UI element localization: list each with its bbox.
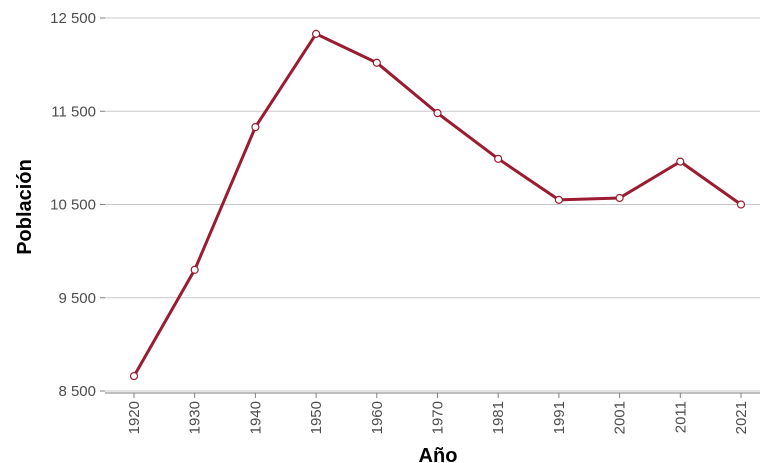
x-tick-label: 1991: [551, 401, 568, 434]
x-tick-label: 1920: [126, 401, 143, 434]
y-tick-label: 9 500: [58, 290, 96, 307]
x-tick-label: 1981: [490, 401, 507, 434]
x-axis-ticks: 1920 1930 1940 1950 1960 1970 1981 1991 2001 2011…: [126, 393, 750, 434]
series-group: [129, 29, 746, 381]
x-tick-label: 1930: [187, 401, 204, 434]
y-tick-label: 8 500: [58, 383, 96, 400]
data-point: [251, 123, 260, 132]
x-tick-label: 2021: [733, 401, 750, 434]
data-point: [494, 154, 503, 163]
data-point: [312, 29, 321, 38]
data-point: [372, 58, 381, 67]
x-tick-label: 2011: [672, 401, 689, 433]
x-axis-title: Año: [419, 445, 458, 463]
data-point: [554, 195, 564, 204]
data-point: [615, 193, 624, 203]
x-tick-label: 1940: [247, 401, 264, 434]
x-tick-label: 1970: [430, 401, 447, 434]
data-point: [433, 109, 442, 118]
x-tick-label: 1960: [369, 401, 386, 434]
data-point: [129, 371, 139, 381]
data-point: [676, 157, 685, 166]
y-tick-label: 10 500: [50, 197, 96, 214]
data-point: [190, 265, 199, 274]
y-tick-label: 12 500: [50, 10, 96, 27]
y-axis-ticks: 8 500 9 500 10 500 11 500 12 500: [50, 10, 105, 400]
data-point: [736, 200, 746, 209]
x-tick-label: 1950: [308, 401, 325, 434]
x-tick-label: 2001: [612, 401, 629, 434]
y-axis-title: Población: [14, 159, 36, 255]
y-tick-label: 11 500: [51, 103, 96, 120]
grid-lines: [105, 17, 760, 392]
